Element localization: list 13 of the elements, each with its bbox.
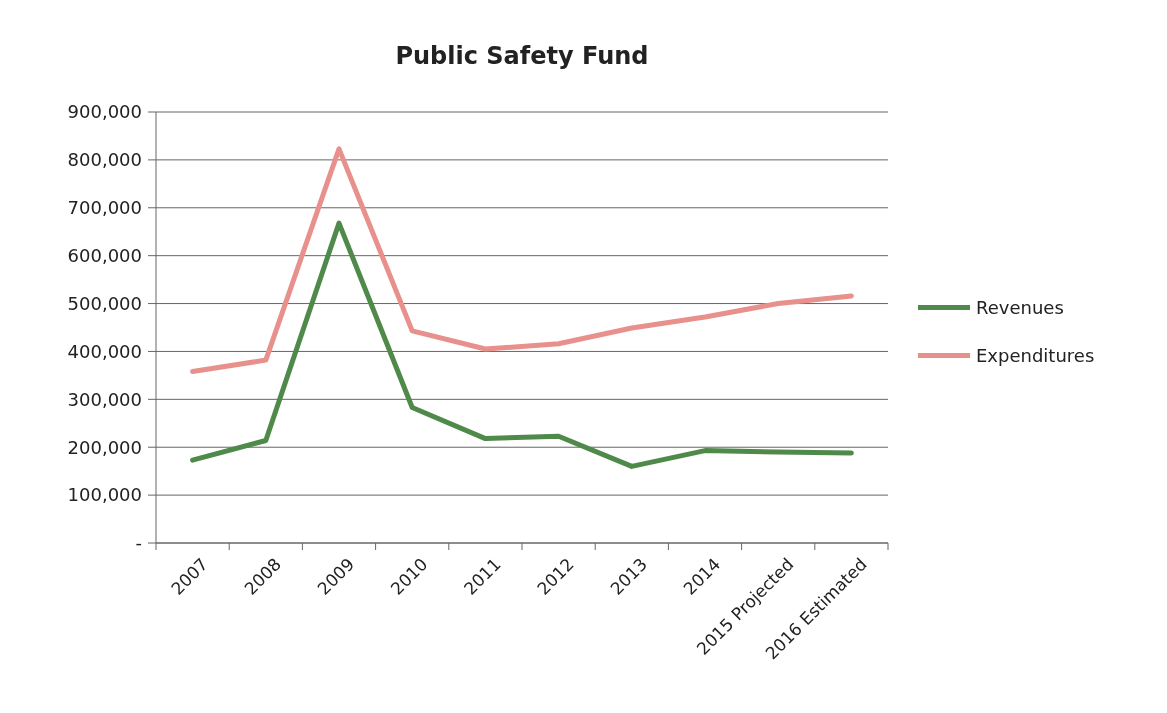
legend-label: Revenues [976,296,1064,318]
y-tick-label: 500,000 [67,292,142,314]
y-tick-label: - [135,532,142,554]
chart-title: Public Safety Fund [395,42,649,70]
y-tick-label: 200,000 [67,436,142,458]
y-tick-label: 900,000 [67,101,142,123]
y-tick-label: 800,000 [67,149,142,171]
y-tick-label: 100,000 [67,484,142,506]
y-tick-label: 700,000 [67,197,142,219]
y-tick-label: 400,000 [67,340,142,362]
y-tick-label: 300,000 [67,388,142,410]
y-tick-label: 600,000 [67,244,142,266]
legend-label: Expenditures [976,344,1095,366]
